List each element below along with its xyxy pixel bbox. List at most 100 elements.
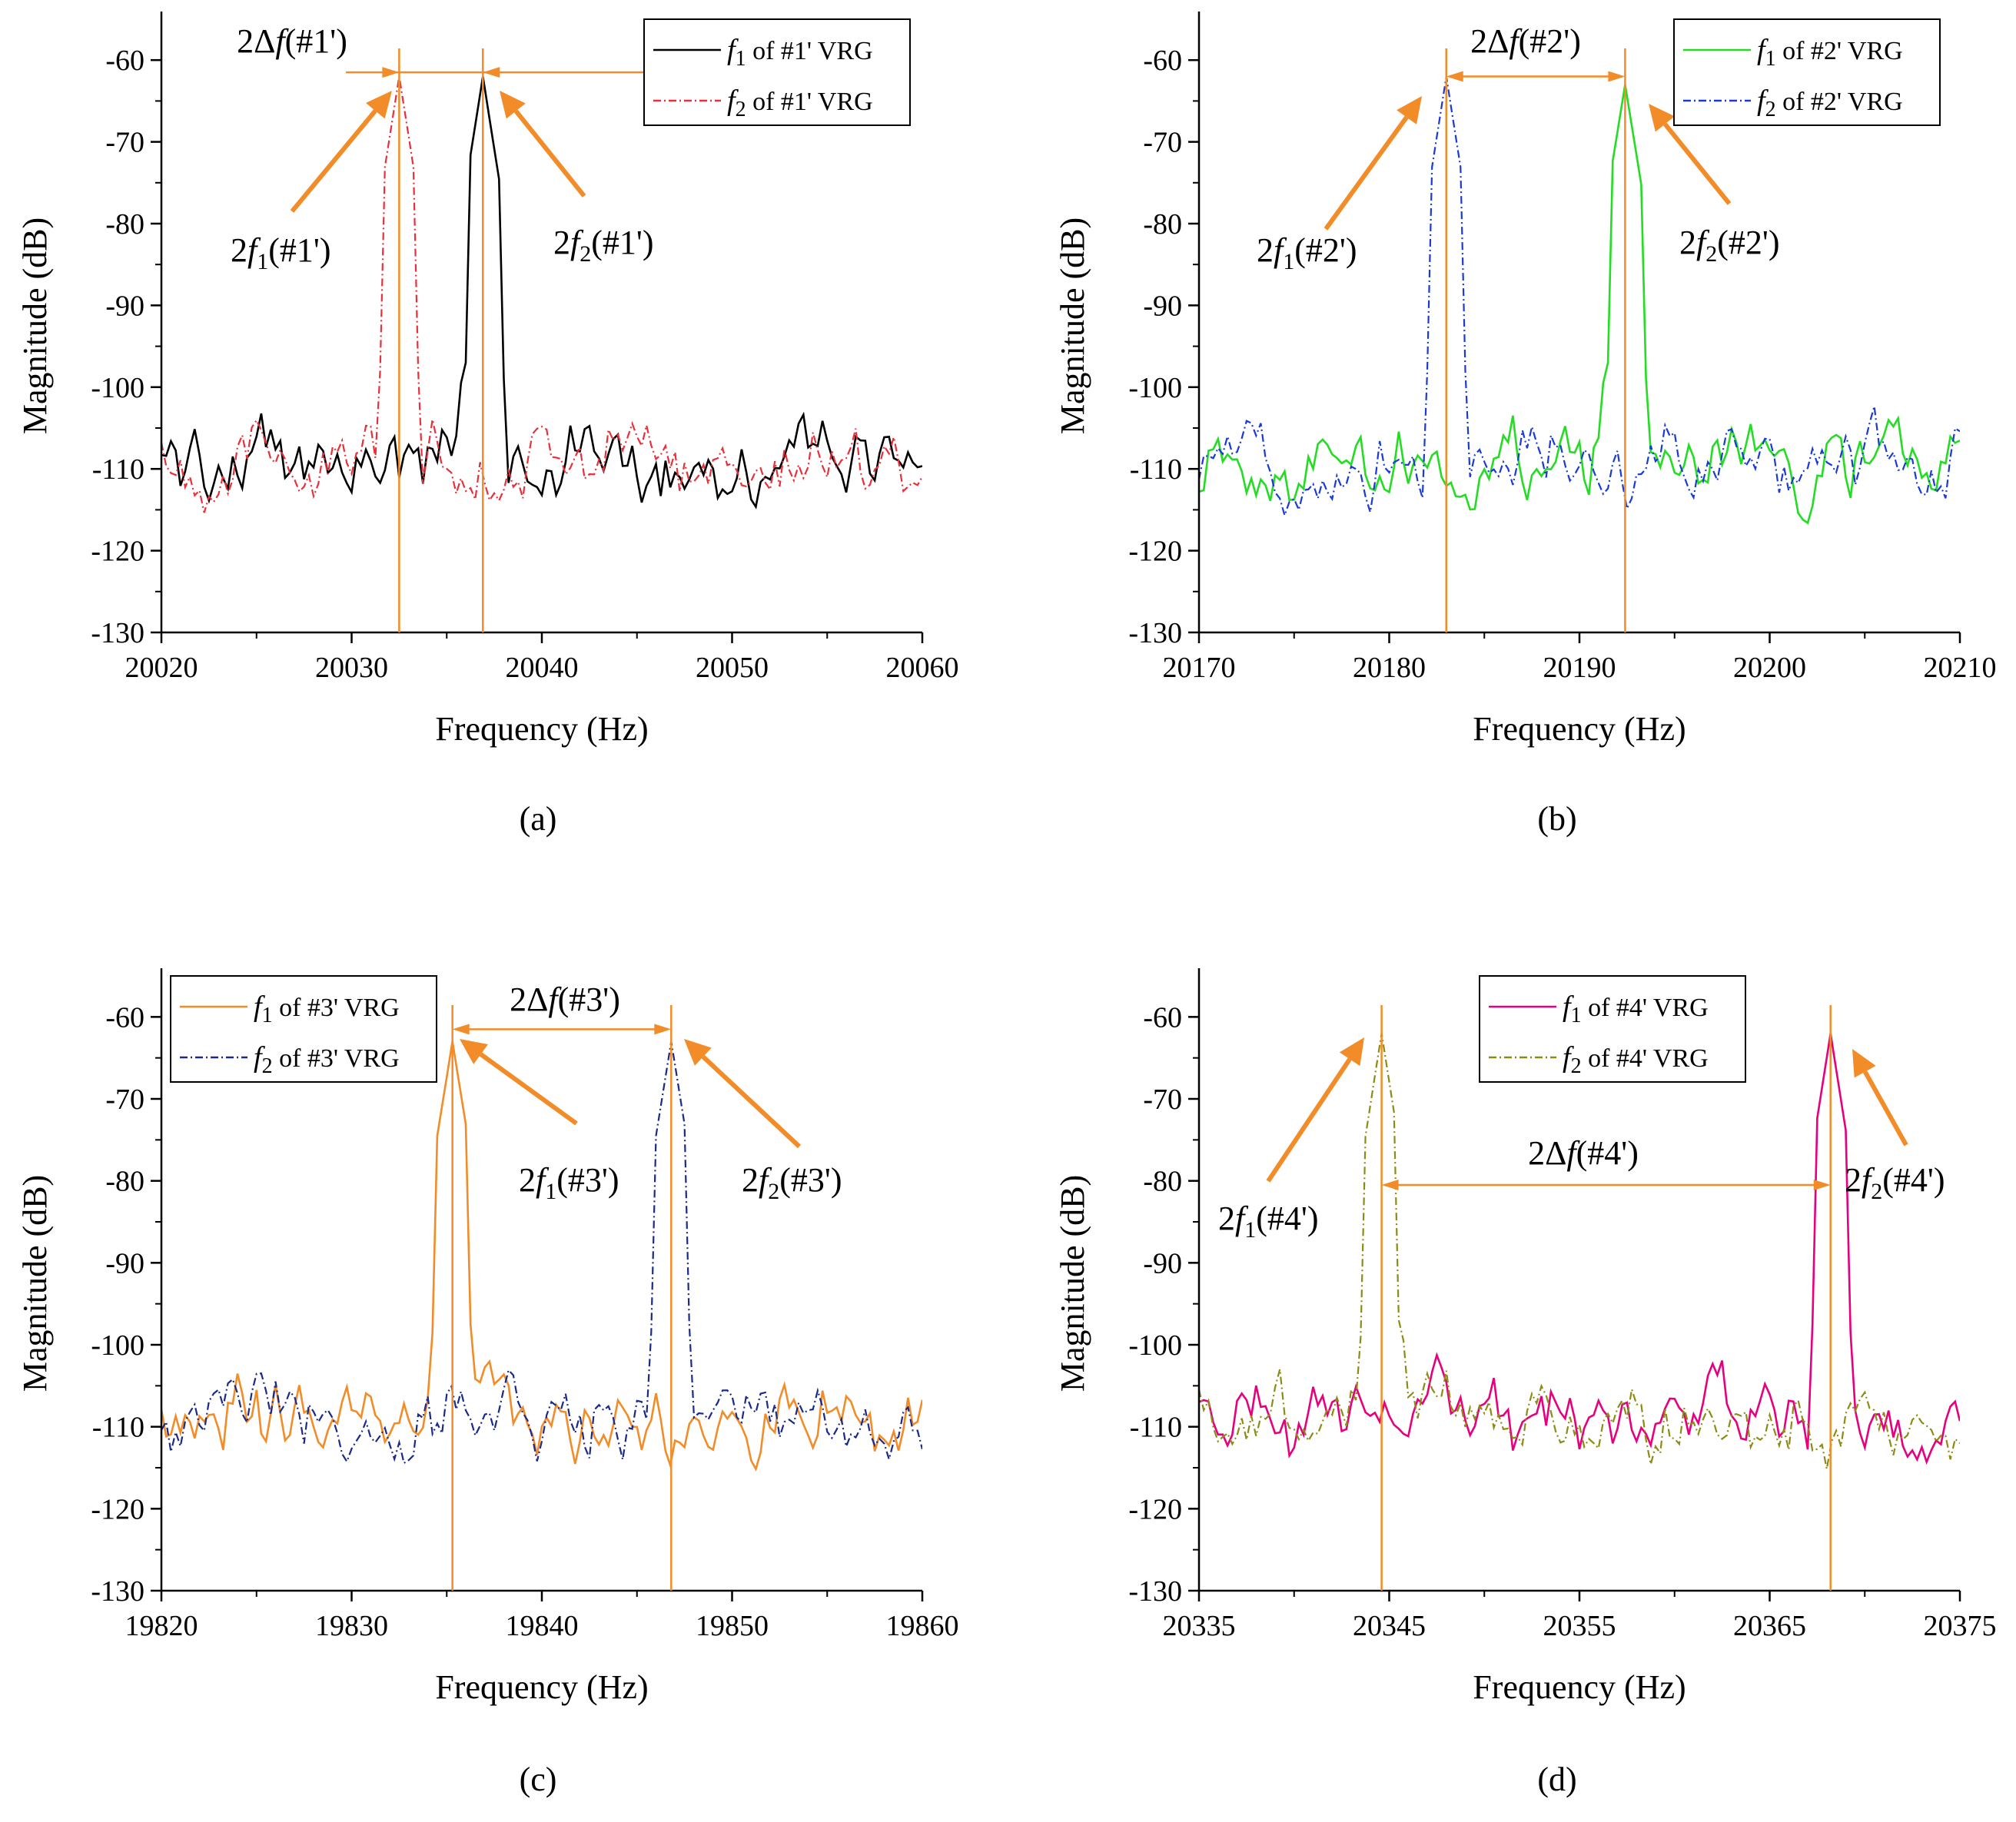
legend-entry-1: f1 of #3' VRG [254, 991, 400, 1027]
y-tick-label: -70 [1143, 127, 1182, 159]
legend: f1 of #1' VRG f2 of #1' VRG [643, 18, 911, 126]
pointer-arrow-b-head [500, 91, 526, 119]
legend-entry-2: f2 of #1' VRG [727, 85, 873, 121]
chart-panel-a: -130 -120 -110 -100 -90 -80 -70 -60 20020 20030 20… [16, 12, 959, 838]
y-tick-label: -90 [1143, 1247, 1182, 1279]
pointer-arrow-a-shaft [1266, 1057, 1352, 1183]
series-line-1 [161, 76, 922, 509]
y-tick-label: -120 [91, 536, 144, 568]
marker-label-a: 2f1(#3') [519, 1161, 619, 1204]
plot-area [161, 1041, 922, 1472]
x-tick-label: 20180 [1353, 652, 1426, 684]
y-tick-label: -130 [1128, 617, 1182, 649]
y-tick-label: -90 [105, 290, 144, 322]
legend: f1 of #3' VRG f2 of #3' VRG [170, 975, 437, 1083]
legend-box [170, 975, 437, 1083]
panel-label: (a) [520, 800, 557, 838]
y-tick-label: -60 [1143, 1001, 1182, 1034]
y-tick-label: -70 [105, 1084, 144, 1116]
y-tick-label: -110 [1130, 453, 1182, 486]
panel-label: (c) [520, 1761, 557, 1798]
series-line-2 [1199, 76, 1960, 519]
panel-label: (b) [1537, 800, 1576, 838]
x-tick-label: 20355 [1543, 1610, 1616, 1642]
x-tick-label: 19840 [506, 1610, 579, 1642]
y-tick-label: -100 [1128, 372, 1182, 404]
delta-arrowhead-right [483, 67, 500, 78]
pointer-arrow-b-shaft [701, 1055, 802, 1149]
y-tick-label: -110 [92, 1412, 144, 1444]
x-tick-label: 20365 [1733, 1610, 1806, 1642]
y-tick-label: -100 [91, 372, 144, 404]
pointer-arrow-b-shaft [1862, 1070, 1908, 1147]
delta-label: 2Δf(#3') [510, 981, 620, 1018]
pointer-arrow-a-shaft [1324, 115, 1409, 231]
pointer-arrow-a-head [1339, 1037, 1364, 1067]
x-tick-label: 20345 [1353, 1610, 1426, 1642]
x-tick-label: 20375 [1924, 1610, 1997, 1642]
delta-label: 2Δf(#1') [237, 22, 347, 60]
x-tick-label: 19850 [696, 1610, 769, 1642]
y-tick-label: -110 [92, 453, 144, 486]
delta-label: 2Δf(#4') [1528, 1134, 1639, 1172]
plot-area [161, 76, 922, 513]
x-axis-label: Frequency (Hz) [435, 1668, 648, 1706]
y-tick-label: -60 [1143, 45, 1182, 77]
x-tick-label: 20200 [1733, 652, 1806, 684]
legend-box [643, 18, 911, 126]
pointer-arrow-b-head [1852, 1049, 1876, 1078]
y-tick-label: -100 [91, 1329, 144, 1362]
series-line-1 [161, 1041, 922, 1472]
y-tick-label: -60 [105, 1001, 144, 1034]
y-tick-label: -120 [1128, 536, 1182, 568]
series-line-1 [1199, 84, 1960, 525]
legend-box [1479, 975, 1746, 1083]
x-tick-label: 19820 [125, 1610, 198, 1642]
legend-entry-2: f2 of #2' VRG [1757, 85, 1903, 121]
chart-panel-c: -130 -120 -110 -100 -90 -80 -70 -60 19820 19830 19… [16, 968, 959, 1798]
marker-label-a: 2f1(#2') [1257, 231, 1357, 274]
x-tick-label: 19830 [315, 1610, 388, 1642]
x-tick-label: 20060 [886, 652, 959, 684]
pointer-arrow-b-head [684, 1039, 712, 1066]
plot-area [1199, 1033, 1960, 1469]
delta-label: 2Δf(#2') [1470, 22, 1581, 60]
y-tick-label: -90 [1143, 290, 1182, 322]
y-tick-label: -80 [1143, 208, 1182, 241]
pointer-arrow-b-head [1649, 104, 1675, 132]
legend-entry-1: f1 of #4' VRG [1563, 991, 1709, 1027]
pointer-arrow-a-head [365, 91, 392, 119]
y-tick-label: -90 [105, 1247, 144, 1279]
y-tick-label: -120 [91, 1493, 144, 1525]
y-tick-label: -70 [105, 127, 144, 159]
y-tick-label: -60 [105, 45, 144, 77]
x-axis-label: Frequency (Hz) [1473, 710, 1686, 748]
x-tick-label: 20170 [1163, 652, 1236, 684]
x-axis-label: Frequency (Hz) [1473, 1668, 1686, 1706]
y-tick-label: -80 [105, 1166, 144, 1198]
y-tick-label: -100 [1128, 1329, 1182, 1362]
legend-entry-2: f2 of #4' VRG [1563, 1041, 1709, 1078]
y-tick-label: -120 [1128, 1493, 1182, 1525]
y-tick-label: -70 [1143, 1084, 1182, 1116]
legend: f1 of #4' VRG f2 of #4' VRG [1479, 975, 1746, 1083]
delta-arrowhead-right [654, 1024, 672, 1035]
y-axis-label: Magnitude (dB) [16, 217, 54, 434]
delta-arrowhead-right [1608, 71, 1626, 82]
x-tick-label: 19860 [886, 1610, 959, 1642]
x-tick-label: 20050 [696, 652, 769, 684]
marker-label-a: 2f1(#4') [1218, 1200, 1318, 1243]
legend: f1 of #2' VRG f2 of #2' VRG [1673, 18, 1941, 126]
series-line-2 [161, 76, 922, 513]
delta-arrowhead-left [382, 67, 400, 78]
y-tick-label: -80 [105, 208, 144, 241]
marker-label-b: 2f2(#3') [742, 1161, 842, 1204]
marker-label-b: 2f2(#4') [1845, 1161, 1945, 1204]
chart-panel-d: -130 -120 -110 -100 -90 -80 -70 -60 20335 20345 20… [1054, 968, 1997, 1798]
marker-label-b: 2f2(#1') [553, 224, 653, 267]
legend-entry-1: f1 of #2' VRG [1757, 34, 1903, 71]
x-tick-label: 20030 [315, 652, 388, 684]
marker-label-a: 2f1(#1') [231, 231, 330, 274]
x-tick-label: 20335 [1163, 1610, 1236, 1642]
